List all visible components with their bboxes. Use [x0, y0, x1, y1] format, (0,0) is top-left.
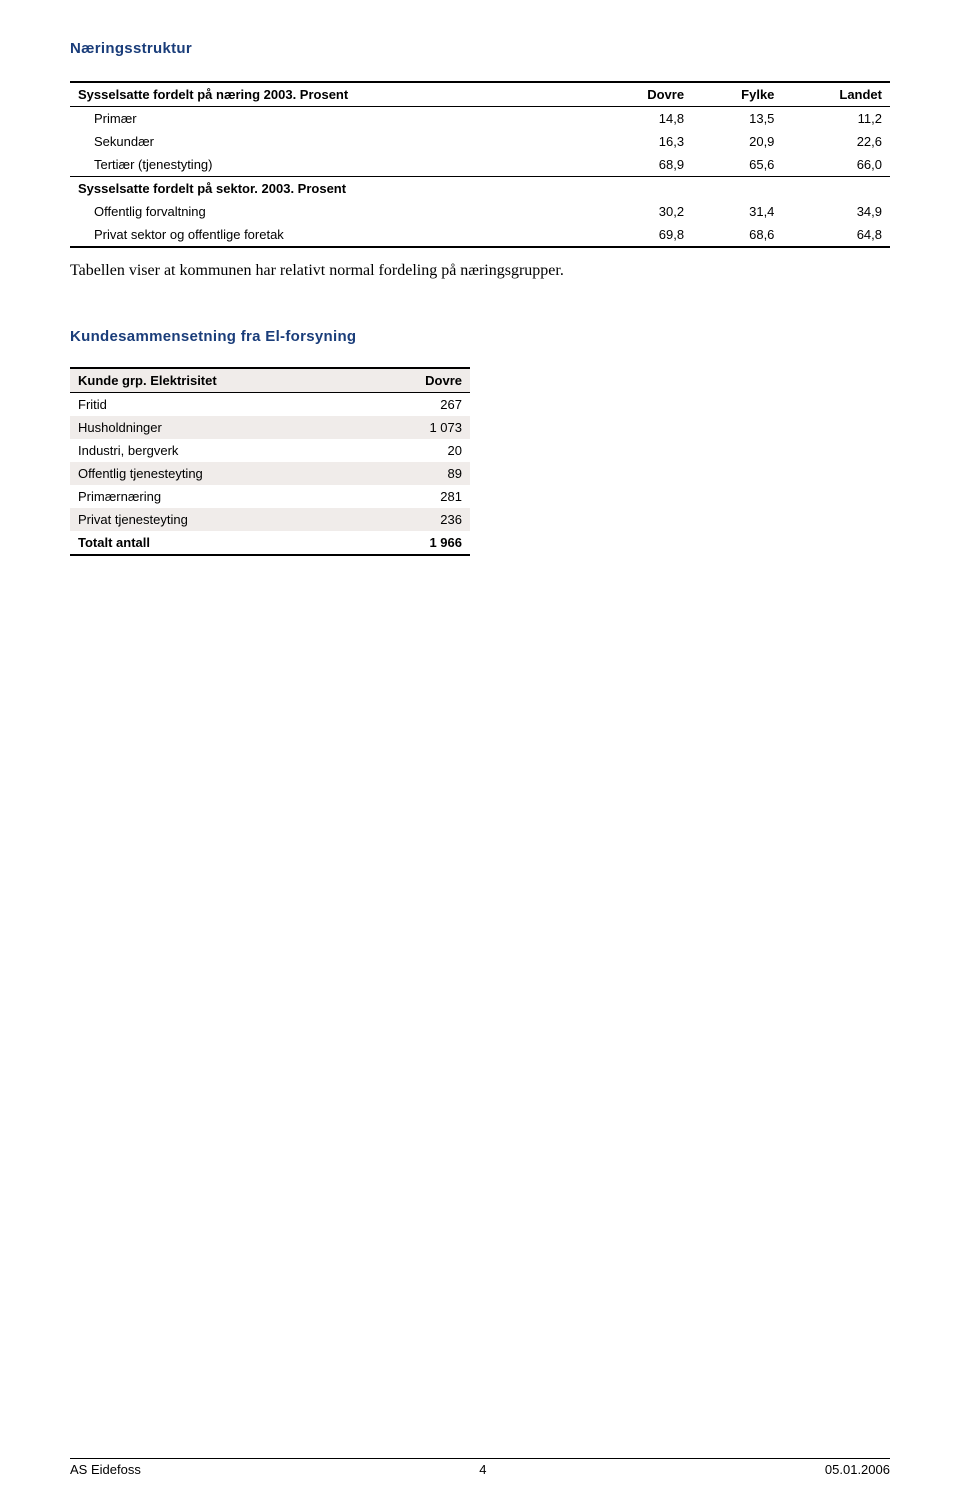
t1-col-2: Landet [782, 82, 890, 107]
t2-total-label: Totalt antall [70, 531, 368, 555]
t1-row-label: Tertiær (tjenestyting) [70, 153, 595, 177]
customer-table: Kunde grp. Elektrisitet Dovre Fritid 267… [70, 367, 470, 556]
t2-cell: 89 [368, 462, 470, 485]
t1-cell: 22,6 [782, 130, 890, 153]
t1-cell: 64,8 [782, 223, 890, 247]
t1-cell: 69,8 [595, 223, 692, 247]
t1-cell: 16,3 [595, 130, 692, 153]
t1-row-label: Privat sektor og offentlige foretak [70, 223, 595, 247]
t1-cell: 68,6 [692, 223, 782, 247]
t1-header-label: Sysselsatte fordelt på næring 2003. Pros… [70, 82, 595, 107]
t2-cell: 267 [368, 393, 470, 417]
employment-table: Sysselsatte fordelt på næring 2003. Pros… [70, 81, 890, 248]
t2-row-label: Fritid [70, 393, 368, 417]
t1-col-1: Fylke [692, 82, 782, 107]
t1-row-label: Primær [70, 107, 595, 131]
t2-row-label: Husholdninger [70, 416, 368, 439]
t1-cell: 31,4 [692, 200, 782, 223]
body-paragraph: Tabellen viser at kommunen har relativt … [70, 262, 890, 280]
t1-col-0: Dovre [595, 82, 692, 107]
t1-cell: 11,2 [782, 107, 890, 131]
t1-row-label: Sekundær [70, 130, 595, 153]
footer-page-number: 4 [479, 1462, 486, 1477]
t1-cell: 20,9 [692, 130, 782, 153]
t2-cell: 1 073 [368, 416, 470, 439]
section-heading-1: Næringsstruktur [70, 40, 890, 57]
t2-row-label: Industri, bergverk [70, 439, 368, 462]
t1-cell: 66,0 [782, 153, 890, 177]
footer-left: AS Eidefoss [70, 1462, 141, 1477]
t2-cell: 236 [368, 508, 470, 531]
t2-cell: 20 [368, 439, 470, 462]
t2-total-val: 1 966 [368, 531, 470, 555]
t1-row-label: Offentlig forvaltning [70, 200, 595, 223]
t2-row-label: Privat tjenesteyting [70, 508, 368, 531]
t2-col-1: Dovre [368, 368, 470, 393]
t1-cell: 30,2 [595, 200, 692, 223]
t1-cell: 65,6 [692, 153, 782, 177]
t1-cell: 13,5 [692, 107, 782, 131]
page-footer: AS Eidefoss 4 05.01.2006 [70, 1458, 890, 1477]
t2-col-0: Kunde grp. Elektrisitet [70, 368, 368, 393]
t2-cell: 281 [368, 485, 470, 508]
t2-row-label: Primærnæring [70, 485, 368, 508]
t1-cell: 34,9 [782, 200, 890, 223]
footer-date: 05.01.2006 [825, 1462, 890, 1477]
t1-section2-label: Sysselsatte fordelt på sektor. 2003. Pro… [70, 177, 890, 201]
t1-cell: 68,9 [595, 153, 692, 177]
t1-cell: 14,8 [595, 107, 692, 131]
section-heading-2: Kundesammensetning fra El-forsyning [70, 328, 890, 345]
t2-row-label: Offentlig tjenesteyting [70, 462, 368, 485]
